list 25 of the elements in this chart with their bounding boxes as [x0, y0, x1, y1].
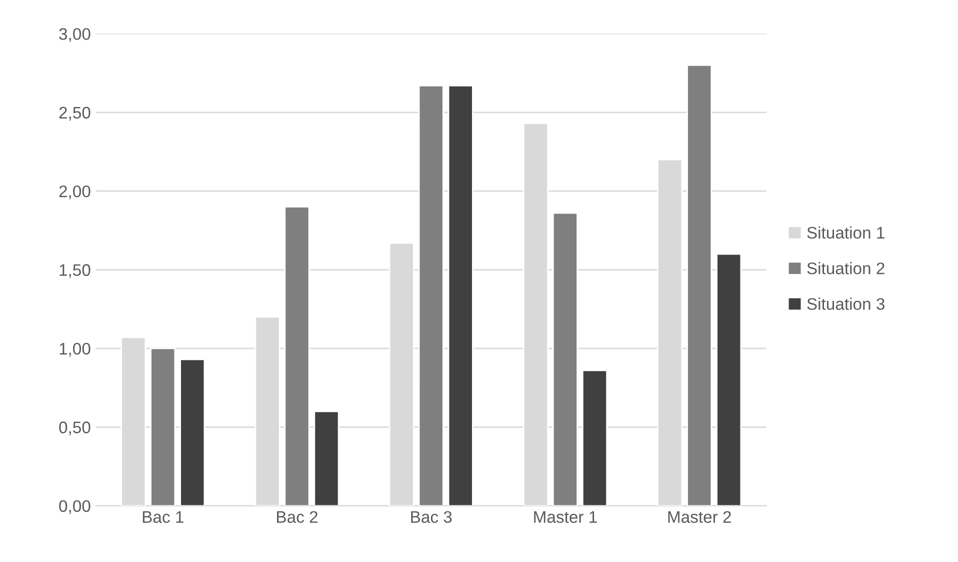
legend-label: Situation 3	[807, 298, 884, 310]
y-tick-label: 1,00	[60, 342, 90, 357]
x-tick-label: Master 2	[668, 511, 731, 523]
bar	[582, 370, 608, 506]
y-tick-label: 1,50	[60, 264, 90, 278]
bar	[180, 358, 206, 506]
legend-label: Situation 1	[807, 226, 884, 239]
y-tick-label: 2,00	[59, 185, 90, 200]
bar	[418, 84, 444, 506]
y-tick-label: 3,00	[59, 28, 90, 42]
bar	[284, 206, 310, 506]
bar	[150, 348, 176, 506]
y-tick-label: 0,50	[59, 422, 90, 436]
bar	[686, 64, 712, 506]
y-tick-label: 2,50	[59, 106, 90, 121]
bar	[716, 253, 742, 506]
y-tick-label: 0,00	[59, 500, 90, 514]
legend-label: Situation 2	[807, 262, 884, 274]
bar	[314, 410, 340, 506]
x-tick-label: Bac 2	[277, 511, 318, 523]
x-tick-label: Bac 3	[411, 511, 452, 523]
x-tick-label: Master 1	[534, 511, 597, 523]
bar	[552, 212, 578, 506]
x-tick-label: Bac 1	[142, 511, 184, 523]
bar	[448, 84, 474, 506]
